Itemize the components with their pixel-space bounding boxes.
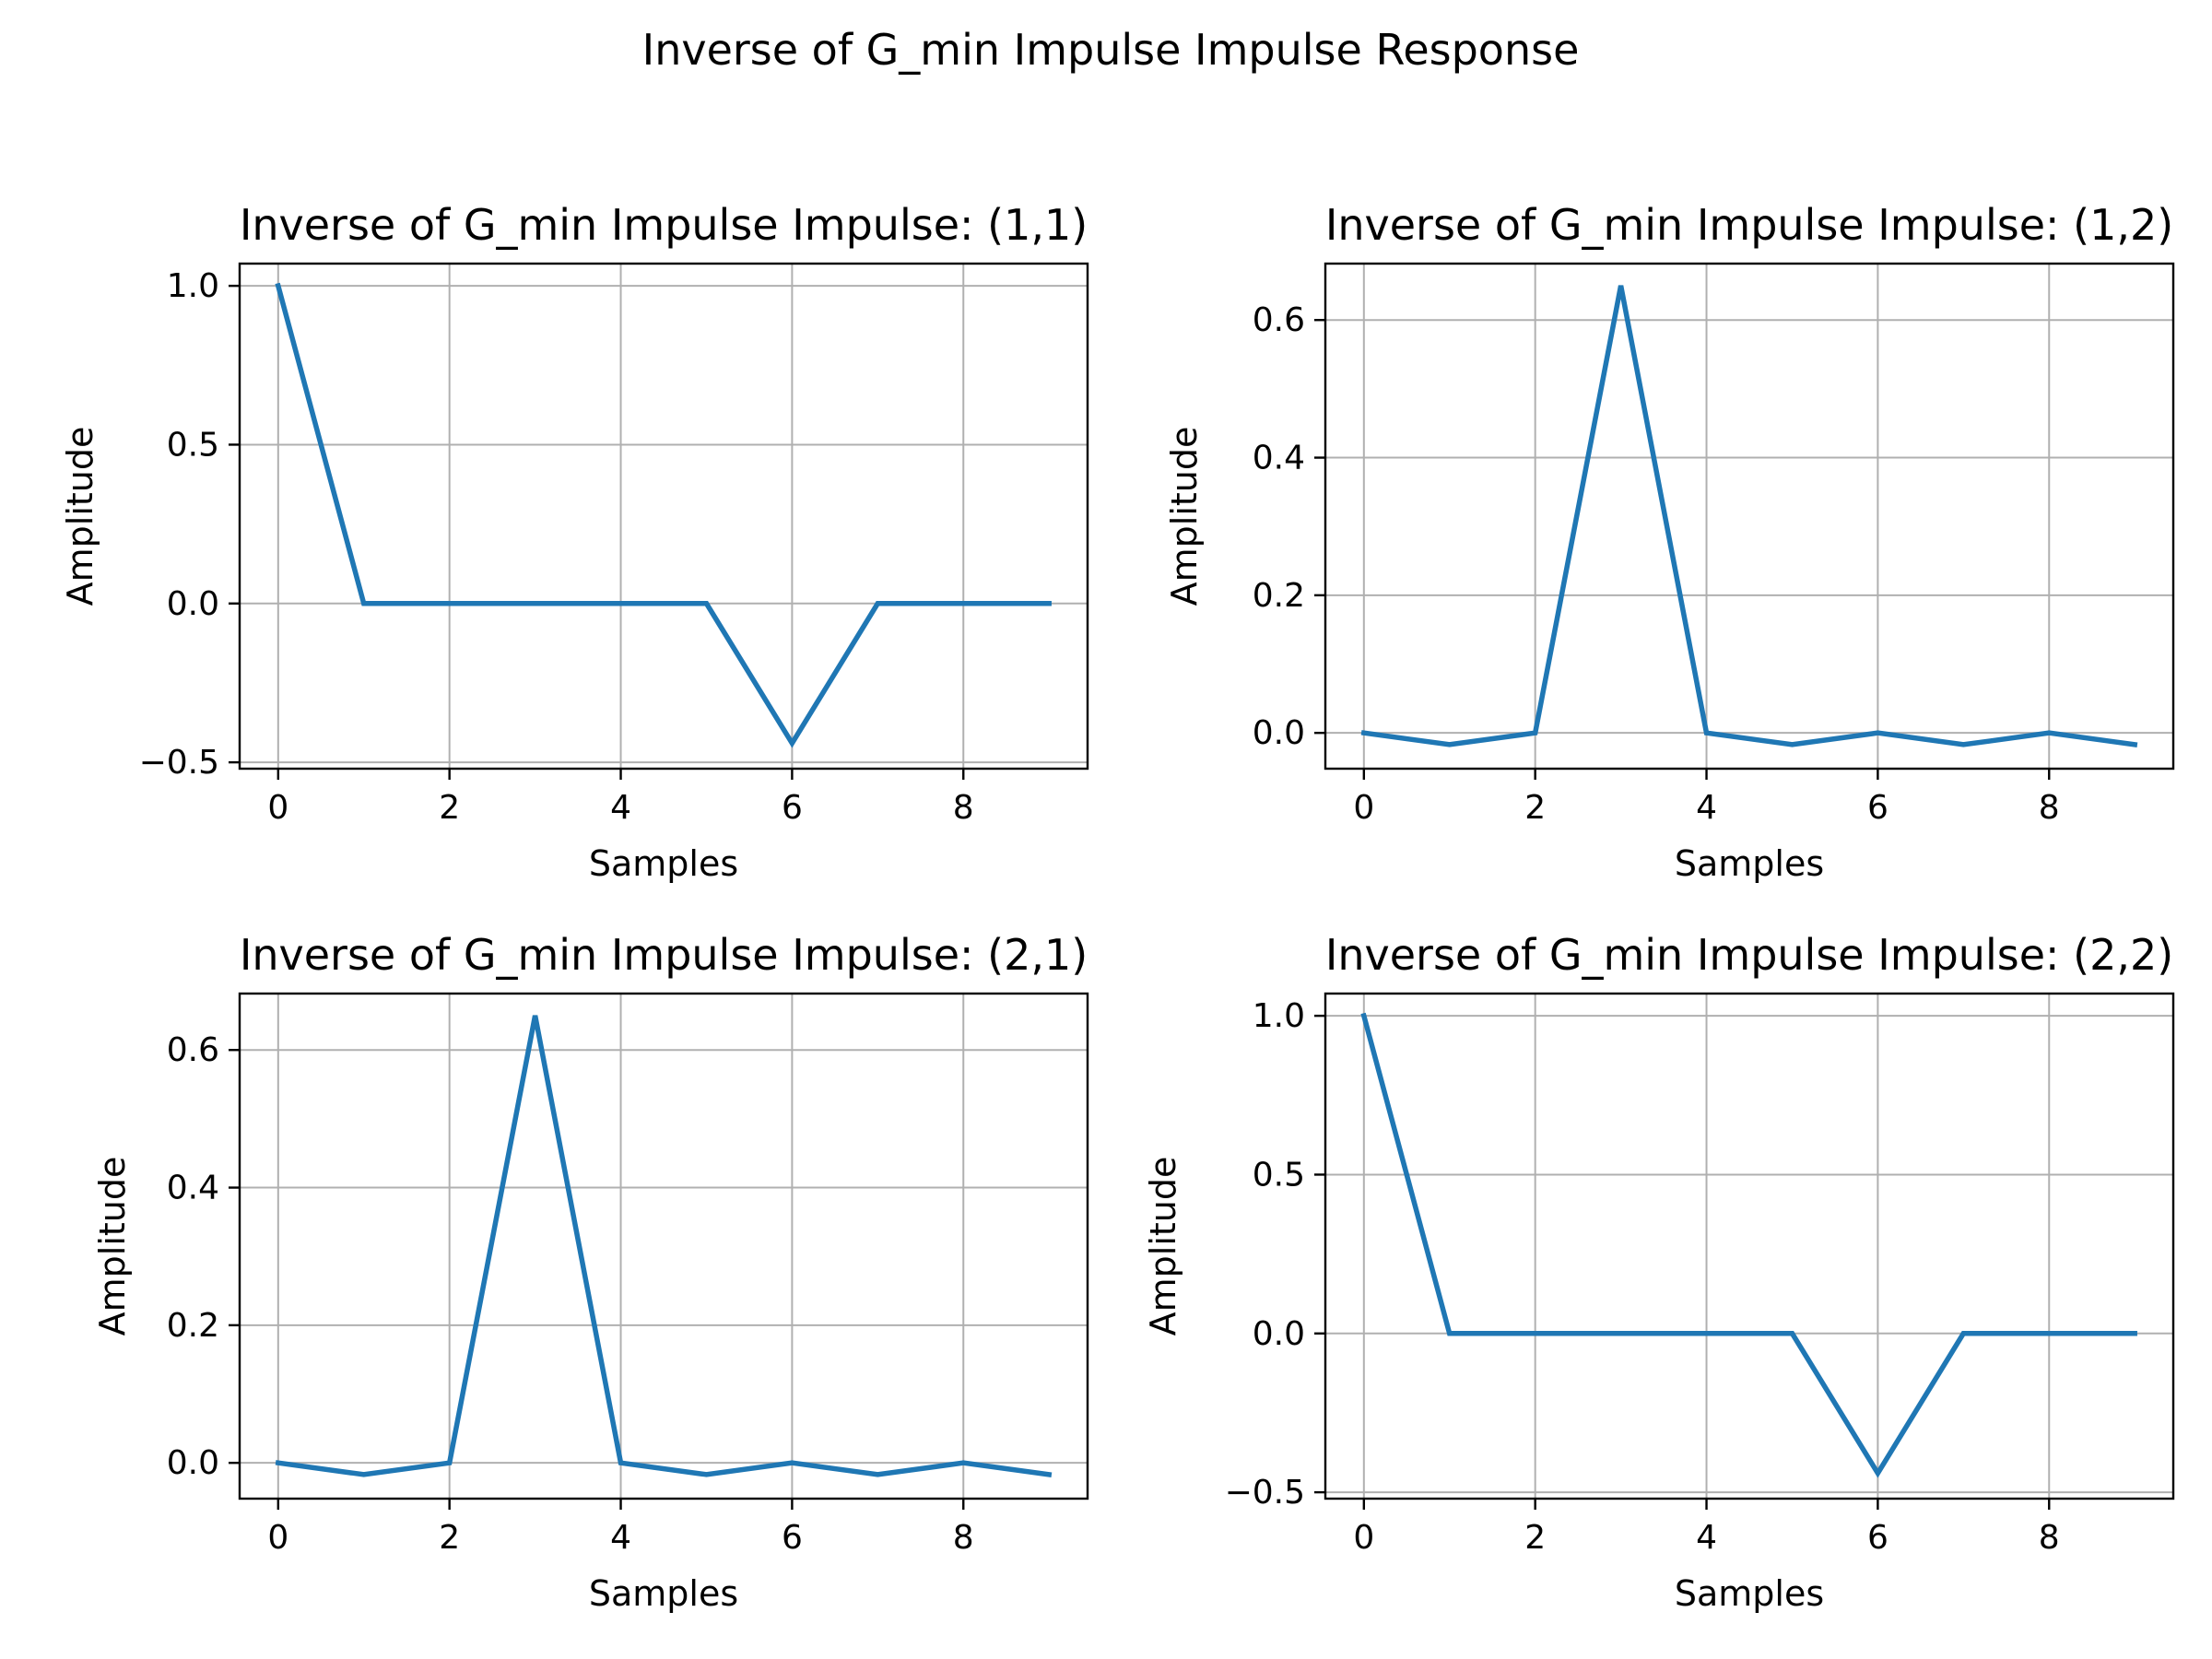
subplot-title: Inverse of G_min Impulse Impulse: (2,1) (240, 930, 1088, 980)
subplot-2: 0 2 4 6 8 0.0 0.2 0.4 0.6 Inverse of G_min Impuls… (1164, 200, 2175, 884)
y-tick-label: 0.0 (167, 1444, 219, 1482)
x-tick-label: 4 (610, 1519, 631, 1557)
x-axis-label: Samples (589, 1573, 738, 1614)
x-tick-label: 2 (1524, 789, 1546, 827)
y-tick-label: 0.5 (167, 426, 219, 464)
y-axis-label: Amplitude (92, 1157, 133, 1336)
axes-frame (238, 262, 1089, 771)
subplot-grid: 0 2 4 6 8 −0.5 0.0 0.5 1.0 Inverse of G_min Impul… (60, 200, 2175, 1614)
axes-frame (1324, 992, 2175, 1500)
x-tick-label: 8 (2039, 1519, 2060, 1557)
y-tick-label: −0.5 (1225, 1474, 1305, 1512)
x-tick-label: 2 (1524, 1519, 1546, 1557)
x-tick-label: 8 (953, 1519, 974, 1557)
plot-area (240, 264, 1088, 769)
x-tick-label: 8 (953, 789, 974, 827)
y-tick-label: 0.4 (1253, 440, 1305, 477)
y-tick-label: 0.6 (1253, 301, 1305, 339)
plot-area (1325, 994, 2173, 1499)
plot-area (1325, 264, 2173, 769)
x-tick-label: 2 (439, 789, 460, 827)
x-axis-label: Samples (1675, 1573, 1824, 1614)
y-tick-label: 0.2 (167, 1307, 219, 1345)
y-axis-label: Amplitude (1143, 1157, 1183, 1336)
x-tick-label: 0 (1353, 1519, 1374, 1557)
y-tick-label: −0.5 (139, 744, 219, 782)
series-line (1360, 285, 2138, 747)
x-tick-label: 4 (1696, 1519, 1717, 1557)
plot-area (240, 994, 1088, 1499)
y-tick-label: 0.0 (1253, 714, 1305, 752)
y-tick-label: 0.0 (1253, 1315, 1305, 1353)
x-tick-label: 6 (782, 789, 803, 827)
subplot-title: Inverse of G_min Impulse Impulse: (1,2) (1325, 200, 2173, 250)
x-tick-label: 4 (1696, 789, 1717, 827)
series-line (275, 1015, 1053, 1477)
y-axis-label: Amplitude (60, 427, 100, 606)
subplot-title: Inverse of G_min Impulse Impulse: (1,1) (240, 200, 1088, 250)
x-tick-label: 8 (2039, 789, 2060, 827)
series-line (1360, 1012, 2137, 1478)
y-tick-label: 1.0 (1253, 997, 1305, 1035)
subplot-4: 0 2 4 6 8 −0.5 0.0 0.5 1.0 Inverse of G_min Impul… (1143, 930, 2175, 1614)
y-tick-label: 0.0 (167, 585, 219, 623)
x-axis-label: Samples (1675, 843, 1824, 884)
x-tick-label: 0 (1353, 789, 1374, 827)
axes-frame (238, 992, 1089, 1500)
y-tick-label: 1.0 (167, 267, 219, 305)
x-tick-label: 2 (439, 1519, 460, 1557)
y-tick-label: 0.6 (167, 1031, 219, 1069)
subplot-1: 0 2 4 6 8 −0.5 0.0 0.5 1.0 Inverse of G_min Impul… (60, 200, 1089, 884)
x-tick-label: 6 (1867, 789, 1888, 827)
y-axis-label: Amplitude (1164, 427, 1205, 606)
y-tick-label: 0.5 (1253, 1156, 1305, 1194)
axes-frame (1324, 262, 2175, 771)
x-tick-label: 6 (782, 1519, 803, 1557)
y-tick-label: 0.2 (1253, 577, 1305, 615)
x-tick-label: 4 (610, 789, 631, 827)
subplot-title: Inverse of G_min Impulse Impulse: (2,2) (1325, 930, 2173, 980)
subplot-3: 0 2 4 6 8 0.0 0.2 0.4 0.6 Inverse of G_min Impuls… (92, 930, 1089, 1614)
series-line (275, 282, 1052, 748)
x-tick-label: 0 (267, 789, 288, 827)
x-axis-label: Samples (589, 843, 738, 884)
x-tick-label: 6 (1867, 1519, 1888, 1557)
figure-title: Inverse of G_min Impulse Impulse Respons… (642, 25, 1580, 75)
y-tick-label: 0.4 (167, 1170, 219, 1207)
x-tick-label: 0 (267, 1519, 288, 1557)
